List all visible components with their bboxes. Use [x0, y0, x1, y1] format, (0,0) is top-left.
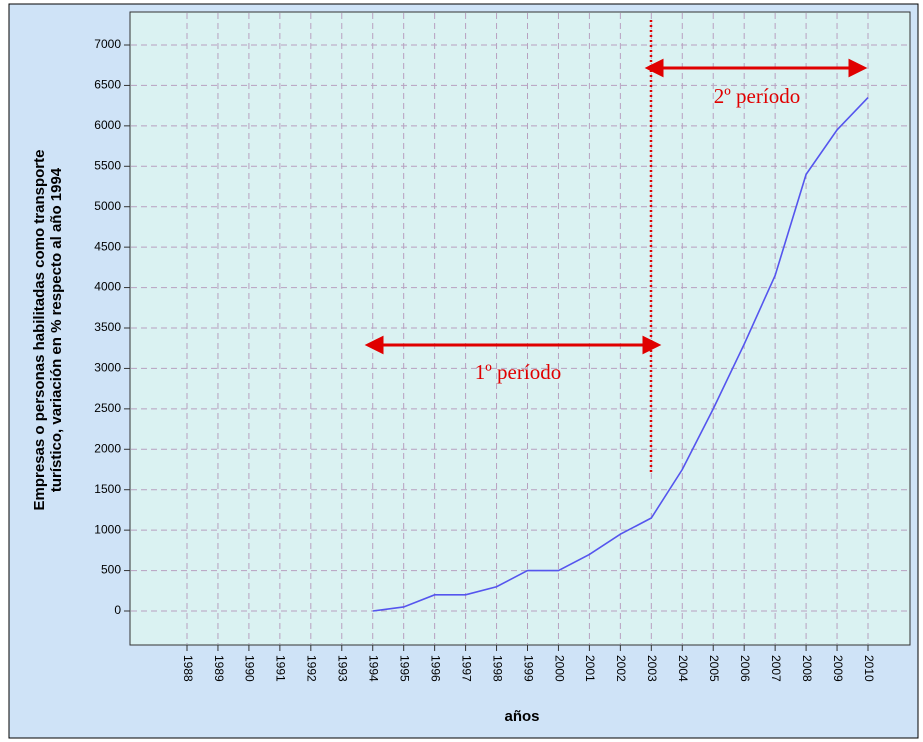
x-tick-label: 1995 [398, 655, 412, 682]
x-tick-label: 2007 [769, 655, 783, 682]
annotation: 1º período [475, 360, 561, 384]
x-tick-label: 2001 [583, 655, 597, 682]
data-line [372, 97, 869, 612]
x-tick-label: 1998 [490, 655, 504, 682]
x-tick-label: 1988 [181, 655, 195, 682]
y-tick-label: 2000 [94, 441, 121, 455]
x-tick-label: 1994 [367, 655, 381, 682]
y-tick-label: 3000 [94, 361, 121, 375]
annotation: 2º período [714, 84, 800, 108]
x-tick-label: 2000 [552, 655, 566, 682]
arrow [364, 335, 662, 355]
y-tick-label: 4000 [94, 280, 121, 294]
y-tick-label: 6000 [94, 118, 121, 132]
y-tick-label: 1500 [94, 482, 121, 496]
x-tick-label: 1999 [521, 655, 535, 682]
y-tick-label: 5000 [94, 199, 121, 213]
y-tick-label: 6500 [94, 78, 121, 92]
x-tick-label: 2008 [800, 655, 814, 682]
x-tick-label: 1989 [212, 655, 226, 682]
x-tick-label: 2004 [676, 655, 690, 682]
x-tick-label: 2009 [831, 655, 845, 682]
x-tick-label: 2010 [862, 655, 876, 682]
x-tick-label: 1996 [428, 655, 442, 682]
plot-area [129, 11, 911, 646]
x-tick-label: 2002 [614, 655, 628, 682]
x-tick-label: 2006 [738, 655, 752, 682]
y-tick-label: 1000 [94, 522, 121, 536]
x-tick-label: 1992 [305, 655, 319, 682]
y-tick-label: 7000 [94, 37, 121, 51]
y-tick-label: 500 [101, 563, 121, 577]
y-tick-label: 0 [114, 603, 121, 617]
x-tick-label: 1990 [243, 655, 257, 682]
y-tick-label: 4500 [94, 239, 121, 253]
y-axis-label: Empresas o personas habilitadas como tra… [31, 150, 48, 511]
y-tick-label: 5500 [94, 158, 121, 172]
x-tick-label: 2005 [707, 655, 721, 682]
x-tick-label: 1991 [274, 655, 288, 682]
y-axis-label: turístico, variación en % respecto al añ… [48, 167, 65, 492]
arrow [644, 58, 868, 78]
x-axis-label: años [504, 708, 539, 725]
y-tick-label: 2500 [94, 401, 121, 415]
x-tick-label: 2003 [645, 655, 659, 682]
x-tick-label: 1997 [459, 655, 473, 682]
y-tick-label: 3500 [94, 320, 121, 334]
x-tick-label: 1993 [336, 655, 350, 682]
